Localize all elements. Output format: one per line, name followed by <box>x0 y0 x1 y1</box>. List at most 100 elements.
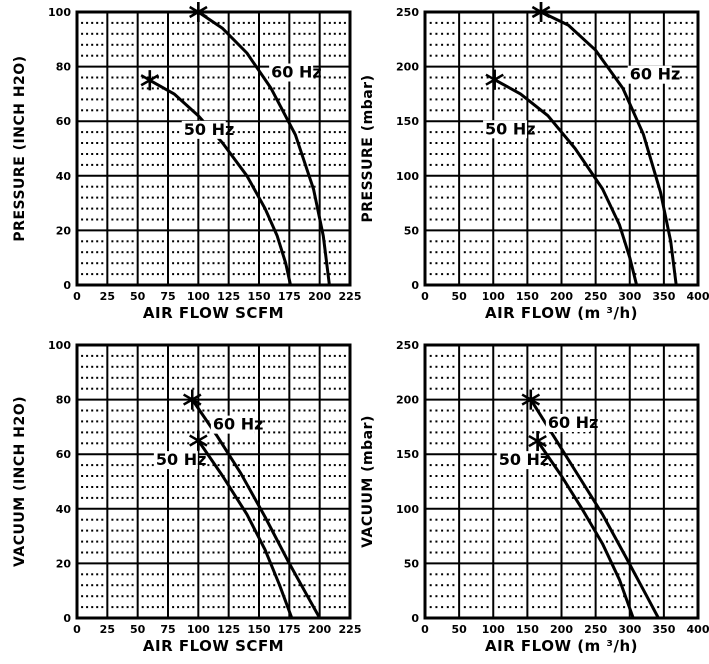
grid-dot <box>273 185 276 188</box>
grid-dot <box>308 131 311 134</box>
grid-dot <box>480 529 483 532</box>
grid-dot <box>497 387 500 390</box>
grid-dot <box>685 262 688 265</box>
grid-dot <box>232 496 235 499</box>
grid-dot <box>81 496 84 499</box>
grid-dot <box>480 163 483 166</box>
grid-dot <box>429 431 432 434</box>
grid-dot <box>126 409 129 412</box>
grid-dot <box>278 251 281 254</box>
grid-dot <box>111 529 114 532</box>
grid-dot <box>242 573 245 576</box>
grid-dot <box>202 185 205 188</box>
grid-dot <box>121 273 124 276</box>
grid-dot <box>480 142 483 144</box>
grid-dot <box>543 196 546 199</box>
grid-dot <box>452 475 455 477</box>
grid-dot <box>651 153 654 155</box>
grid-dot <box>86 98 89 101</box>
grid-dot <box>172 21 175 24</box>
grid-dot <box>520 518 523 521</box>
grid-dot <box>313 142 316 144</box>
grid-dot <box>237 540 240 543</box>
grid-dot <box>554 207 557 210</box>
grid-dot <box>252 273 255 276</box>
grid-dot <box>640 251 643 254</box>
x-tick-label: 300 <box>618 623 641 636</box>
grid-dot <box>645 21 648 24</box>
grid-dot <box>192 43 195 46</box>
grid-dot <box>278 420 281 423</box>
grid-dot <box>435 87 438 90</box>
grid-dot <box>207 442 210 445</box>
grid-dot <box>207 262 210 265</box>
y-tick-label: 100 <box>396 170 419 183</box>
grid-dot <box>452 54 455 57</box>
grid-dot <box>452 431 455 434</box>
grid-dot <box>101 163 104 166</box>
grid-dot <box>141 262 144 265</box>
grid-dot <box>232 21 235 24</box>
grid-dot <box>657 262 660 265</box>
grid-dot <box>497 584 500 587</box>
grid-dot <box>446 486 449 488</box>
grid-dot <box>623 584 626 587</box>
grid-dot <box>237 196 240 199</box>
grid-dot <box>151 207 154 210</box>
grid-dot <box>187 207 190 210</box>
grid-dot <box>131 486 134 488</box>
grid-dot <box>252 87 255 90</box>
grid-dot <box>283 442 286 445</box>
grid-dot <box>554 142 557 144</box>
grid-dot <box>469 496 472 499</box>
grid-dot <box>520 486 523 488</box>
grid-dot <box>446 431 449 434</box>
grid-dot <box>268 131 271 134</box>
grid-dot <box>554 584 557 587</box>
grid-dot <box>116 87 119 90</box>
grid-dot <box>532 584 535 587</box>
grid-dot <box>121 365 124 368</box>
grid-dot <box>645 475 648 477</box>
grid-dot <box>126 185 129 188</box>
x-tick-label: 200 <box>308 290 331 303</box>
grid-dot <box>222 207 225 210</box>
grid-dot <box>283 240 286 243</box>
grid-dot <box>617 76 620 79</box>
grid-dot <box>217 387 220 390</box>
grid-dot <box>651 32 654 35</box>
grid-dot <box>283 464 286 467</box>
grid-dot <box>263 573 266 576</box>
grid-dot <box>600 218 603 221</box>
grid-dot <box>532 475 535 477</box>
grid-dot <box>446 262 449 265</box>
grid-dot <box>566 409 569 412</box>
grid-dot <box>126 518 129 521</box>
grid-dot <box>668 218 671 221</box>
grid-dot <box>645 273 648 276</box>
grid-dot <box>486 43 489 46</box>
grid-dot <box>116 142 119 144</box>
grid-dot <box>192 365 195 368</box>
grid-dot <box>463 573 466 576</box>
grid-dot <box>691 98 694 101</box>
grid-dot <box>623 218 626 221</box>
grid-dot <box>617 584 620 587</box>
grid-dot <box>207 354 210 357</box>
grid-dot <box>268 486 271 488</box>
grid-dot <box>475 442 478 445</box>
grid-dot <box>278 529 281 532</box>
grid-dot <box>566 87 569 90</box>
grid-dot <box>606 240 608 243</box>
grid-dot <box>515 496 517 499</box>
grid-dot <box>486 185 489 188</box>
grid-dot <box>263 354 266 357</box>
grid-dot <box>111 153 114 155</box>
grid-dot <box>617 131 620 134</box>
grid-dot <box>537 365 540 368</box>
grid-dot <box>577 251 580 254</box>
grid-dot <box>651 109 654 112</box>
grid-dot <box>497 32 500 35</box>
grid-dot <box>131 551 134 554</box>
grid-dot <box>247 496 250 499</box>
